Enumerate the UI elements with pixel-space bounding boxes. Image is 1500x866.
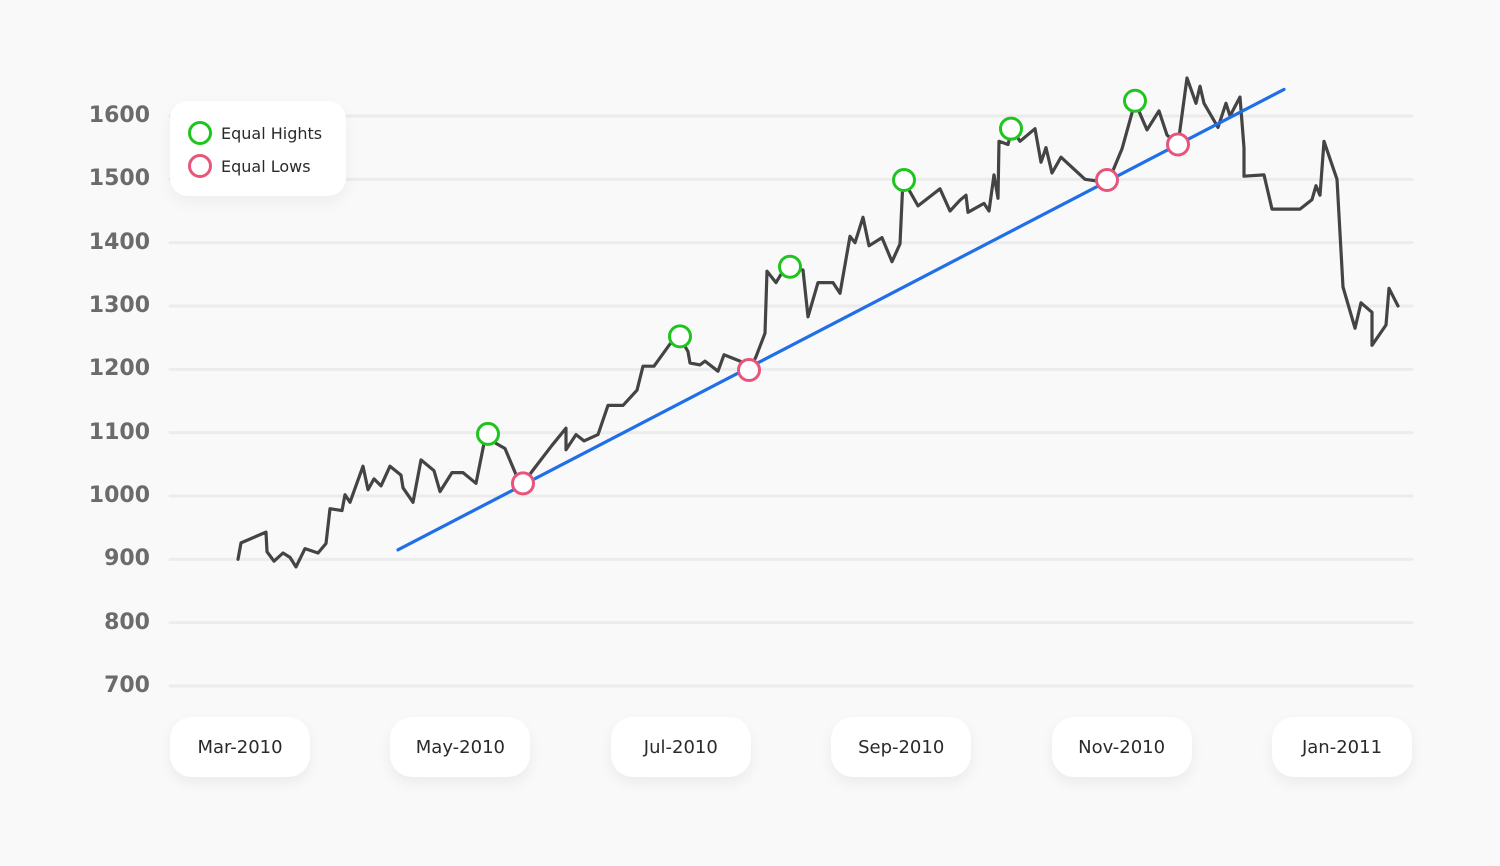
pink-circle-icon — [188, 154, 212, 178]
equal-low-marker — [1095, 167, 1119, 192]
legend-label-highs: Equal Hights — [221, 123, 323, 143]
markers — [476, 88, 1190, 496]
y-tick-label: 1500 — [88, 166, 150, 192]
equal-low-marker — [511, 471, 535, 496]
equal-high-marker — [668, 324, 692, 349]
legend-item-equal-lows: Equal Lows — [188, 154, 311, 178]
x-tick-label: Jan-2011 — [1272, 717, 1412, 777]
equal-high-marker — [892, 167, 916, 192]
x-tick-label: Mar-2010 — [170, 717, 310, 777]
price-line — [236, 76, 1400, 569]
y-tick-label: 700 — [104, 673, 150, 698]
x-tick-label: Sep-2010 — [831, 717, 972, 777]
y-tick-label: 1100 — [88, 419, 150, 445]
y-tick-label: 1200 — [88, 356, 150, 382]
x-tick-label: Jul-2010 — [610, 717, 751, 777]
equal-high-marker — [778, 254, 802, 279]
y-tick-label: 1600 — [88, 103, 150, 128]
equal-high-marker — [1123, 88, 1147, 113]
legend: Equal Hights Equal Lows — [170, 101, 346, 196]
equal-low-marker — [737, 357, 761, 382]
y-tick-label: 800 — [104, 609, 150, 635]
gridlines — [168, 114, 1414, 688]
green-circle-icon — [188, 121, 212, 145]
y-tick-label: 1000 — [88, 483, 150, 508]
x-tick-label: May-2010 — [390, 717, 531, 777]
x-tick-label: Nov-2010 — [1051, 717, 1192, 777]
y-tick-label: 900 — [104, 546, 150, 572]
equal-high-marker — [999, 116, 1023, 141]
y-tick-label: 1300 — [88, 293, 150, 318]
trend-line — [396, 87, 1286, 552]
legend-item-equal-highs: Equal Hights — [188, 121, 322, 145]
equal-low-marker — [1166, 132, 1190, 157]
equal-high-marker — [476, 421, 500, 446]
y-tick-label: 1400 — [88, 229, 150, 255]
legend-label-lows: Equal Lows — [221, 156, 311, 176]
